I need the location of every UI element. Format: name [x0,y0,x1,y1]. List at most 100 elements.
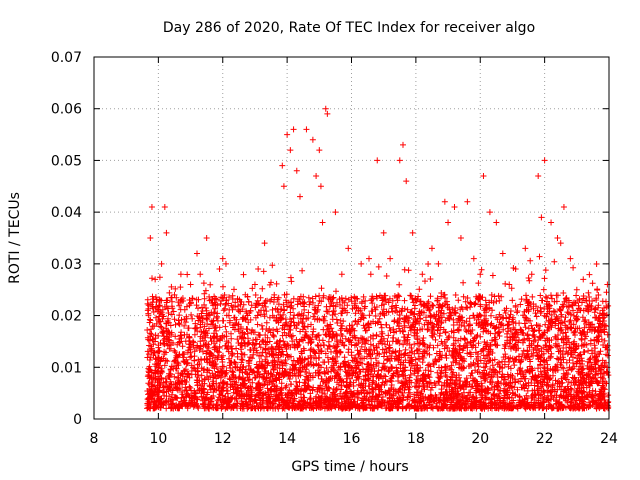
data-point [271,291,278,298]
data-point [580,276,587,283]
x-tick-label: 18 [407,431,425,447]
x-tick-label: 12 [214,431,232,447]
y-tick-label: 0.01 [51,360,82,376]
y-axis-label: ROTI / TECUs [7,192,23,284]
y-tick-label: 0.06 [51,102,82,118]
data-point [451,203,458,210]
data-point [599,307,606,314]
data-point [548,219,555,226]
data-point [486,209,493,216]
data-point [284,131,291,138]
data-point [338,271,345,278]
data-point [351,302,358,309]
data-point [210,302,217,309]
data-point [403,178,410,185]
x-tick-label: 24 [600,431,618,447]
data-point [171,291,178,298]
data-point [586,302,593,309]
data-point [387,255,394,262]
data-point [251,281,258,288]
data-point [152,276,159,283]
data-point [319,219,326,226]
data-point [480,172,487,179]
plot-frame [93,56,610,420]
data-point [512,266,519,273]
data-point [194,250,200,257]
data-point [261,240,268,247]
data-point [367,271,374,278]
y-tick-label: 0.03 [51,257,82,273]
data-point [332,209,339,216]
data-point [409,229,416,236]
data-point [493,219,500,226]
data-point [470,255,477,262]
x-tick-label: 22 [536,431,554,447]
x-tick-label: 14 [278,431,296,447]
data-point [317,183,324,190]
data-point [322,105,329,112]
data-point [177,271,184,278]
data-point [255,266,262,273]
x-axis-label: GPS time / hours [291,459,408,475]
data-point [477,271,484,278]
data-point [374,157,381,164]
data-point [428,245,435,252]
data-point [593,297,600,304]
data-point [297,193,303,200]
data-point [148,203,155,210]
data-point [358,260,365,267]
data-point [573,286,580,293]
data-point [293,167,300,174]
data-point [147,235,154,241]
x-axis-ticks: 8 10 12 14 16 18 20 22 24 [90,57,618,447]
x-tick-label: 16 [343,431,361,447]
data-point [506,281,513,288]
data-point [290,126,297,133]
data-point [522,245,529,252]
data-point [280,183,287,190]
data-point [541,157,548,164]
data-point [158,260,165,267]
data-point [380,229,387,236]
data-points-dense [144,253,612,412]
data-point [557,240,564,247]
data-points [145,105,611,335]
grid-lines [94,57,609,419]
data-point [197,271,204,278]
data-point [324,110,331,117]
data-point [287,147,294,154]
data-point [499,250,506,257]
data-point [161,203,168,210]
data-point [181,322,188,329]
x-tick-label: 10 [149,431,167,447]
data-point [567,255,574,262]
data-point [535,172,542,179]
dense-scatter-band [144,253,612,412]
data-point [538,214,545,221]
x-tick-label: 8 [90,431,99,447]
data-point [345,245,352,252]
data-point [419,271,426,278]
y-tick-label: 0 [73,412,82,428]
data-point [309,136,316,143]
y-tick-label: 0.04 [51,205,82,221]
data-point [528,271,535,278]
data-point [235,328,242,335]
data-point [279,162,286,169]
data-point [560,203,567,210]
data-point [457,235,464,241]
data-point [145,302,152,309]
data-point [303,126,310,133]
data-point [163,229,170,236]
y-tick-label: 0.05 [51,153,82,169]
data-point [248,302,255,309]
data-point [313,172,320,179]
data-point [554,235,561,241]
chart-title: Day 286 of 2020, Rate Of TEC Index for r… [163,20,535,36]
data-point [316,147,323,154]
data-point [222,260,229,267]
y-tick-label: 0.07 [51,50,82,66]
data-point [219,255,226,262]
data-point [435,260,442,267]
